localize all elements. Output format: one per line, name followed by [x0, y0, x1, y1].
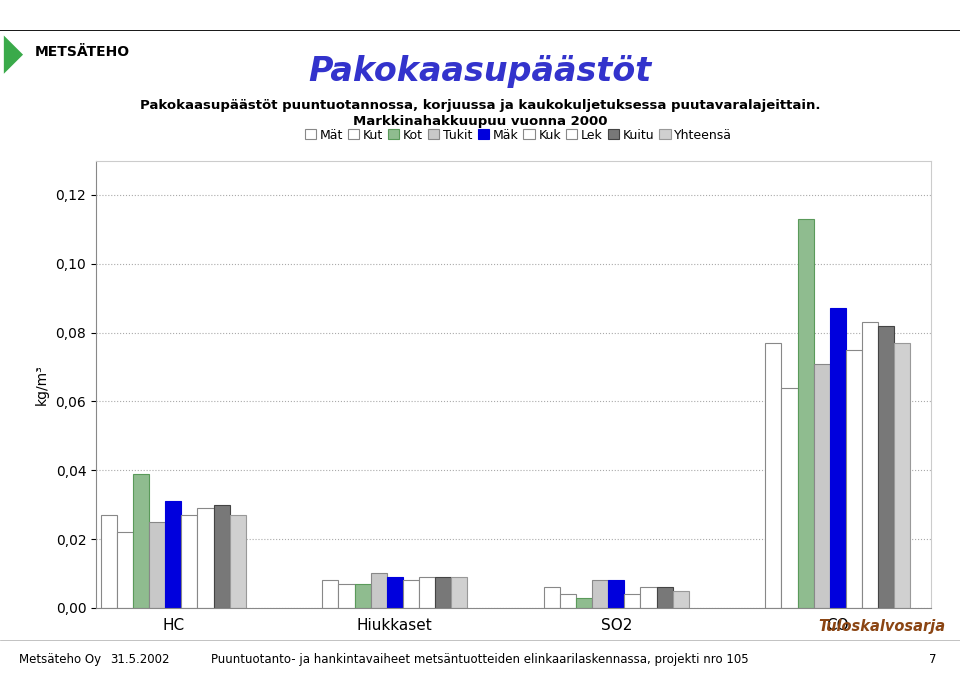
Text: Tuloskalvosarja: Tuloskalvosarja [819, 619, 946, 635]
Text: METSÄTEHO: METSÄTEHO [35, 45, 130, 59]
Bar [657, 587, 673, 608]
Bar [894, 343, 910, 608]
Legend: Mät, Kut, Kot, Tukit, Mäk, Kuk, Lek, Kuitu, Yhteensä: Mät, Kut, Kot, Tukit, Mäk, Kuk, Lek, Kui… [304, 128, 732, 142]
Bar [213, 505, 229, 608]
Bar [592, 581, 609, 608]
Bar [387, 577, 403, 608]
Bar [846, 350, 862, 608]
Bar [354, 584, 371, 608]
Text: Markkinahakkuupuu vuonna 2000: Markkinahakkuupuu vuonna 2000 [352, 115, 608, 128]
Bar [371, 574, 387, 608]
Bar [624, 594, 640, 608]
Bar [149, 522, 165, 608]
Bar [165, 501, 181, 608]
Bar [560, 594, 576, 608]
Bar [435, 577, 451, 608]
Bar [576, 598, 592, 608]
Bar [673, 591, 688, 608]
Text: Projektitulos: Projektitulos [826, 6, 946, 25]
Text: Metsäteho Oy: Metsäteho Oy [19, 653, 102, 666]
Bar [101, 515, 117, 608]
Bar [403, 581, 419, 608]
Bar [781, 388, 798, 608]
Bar [765, 343, 781, 608]
Bar [323, 581, 339, 608]
Bar [339, 584, 354, 608]
Bar [133, 474, 149, 608]
Text: 7: 7 [928, 653, 936, 666]
Bar [198, 508, 213, 608]
Polygon shape [4, 36, 23, 74]
Bar [117, 532, 133, 608]
Bar [814, 363, 829, 608]
Bar [543, 587, 560, 608]
Text: Puuntuotanto- ja hankintavaiheet metsäntuotteiden elinkaarilaskennassa, projekti: Puuntuotanto- ja hankintavaiheet metsänt… [211, 653, 749, 666]
Bar [181, 515, 198, 608]
Bar [419, 577, 435, 608]
Bar [878, 326, 894, 608]
Bar [451, 577, 468, 608]
Y-axis label: kg/m³: kg/m³ [35, 364, 49, 404]
Text: Pakokaasupäästöt puuntuotannossa, korjuussa ja kaukokuljetuksessa puutavaralajei: Pakokaasupäästöt puuntuotannossa, korjuu… [140, 99, 820, 113]
Bar [798, 219, 814, 608]
Text: 31.5.2002: 31.5.2002 [110, 653, 170, 666]
Bar [640, 587, 657, 608]
Bar [829, 309, 846, 608]
Bar [862, 322, 878, 608]
Bar [229, 515, 246, 608]
Text: Pakokaasupäästöt: Pakokaasupäästöt [308, 55, 652, 88]
Bar [609, 581, 624, 608]
